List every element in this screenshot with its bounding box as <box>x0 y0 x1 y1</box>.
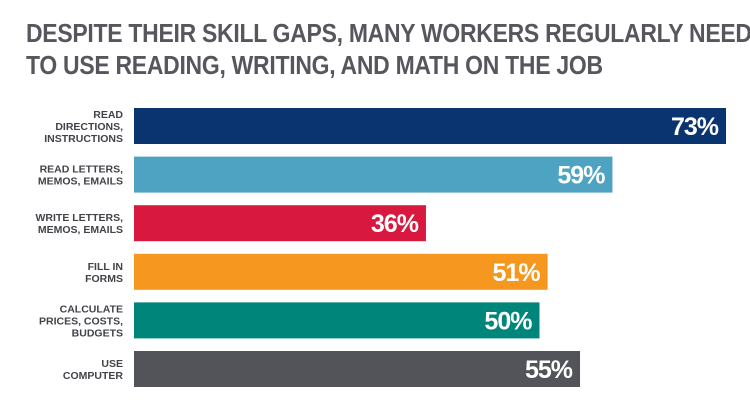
category-label-4-line-1: FILL IN <box>88 261 123 273</box>
category-label-3-line-2: MEMOS, EMAILS <box>38 224 123 236</box>
bar-group-4: 51% FILL IN FORMS <box>85 253 548 290</box>
bar-3 <box>134 205 426 242</box>
category-label-3: WRITE LETTERS, MEMOS, EMAILS <box>36 212 124 236</box>
category-label-2-line-1: READ LETTERS, <box>40 164 124 176</box>
category-label-5-line-2: PRICES, COSTS, <box>39 315 123 327</box>
category-label-4-line-2: FORMS <box>85 273 123 285</box>
category-label-1-line-2: DIRECTIONS, <box>55 121 123 133</box>
category-label-1: READ DIRECTIONS, INSTRUCTIONS <box>44 109 123 145</box>
category-label-1-line-1: READ <box>93 109 123 121</box>
category-label-6: USE COMPUTER <box>63 358 124 382</box>
category-label-6-line-2: COMPUTER <box>63 370 124 382</box>
value-label-6: 55% <box>525 356 573 384</box>
bar-2 <box>134 156 613 193</box>
category-label-3-line-1: WRITE LETTERS, <box>36 212 124 224</box>
bar-1 <box>134 108 726 144</box>
category-label-1-line-3: INSTRUCTIONS <box>44 133 123 145</box>
category-label-5: CALCULATE PRICES, COSTS, BUDGETS <box>39 303 123 339</box>
category-label-2-line-2: MEMOS, EMAILS <box>38 176 123 188</box>
bar-5 <box>134 302 540 339</box>
value-label-4: 51% <box>493 259 541 287</box>
bar-group-2: 59% READ LETTERS, MEMOS, EMAILS <box>38 156 613 193</box>
bar-group-6: 55% USE COMPUTER <box>63 351 581 387</box>
category-label-5-line-1: CALCULATE <box>60 303 123 315</box>
category-label-2: READ LETTERS, MEMOS, EMAILS <box>38 164 123 188</box>
value-label-5: 50% <box>484 307 532 335</box>
category-label-5-line-3: BUDGETS <box>72 327 123 339</box>
value-label-2: 59% <box>557 162 605 190</box>
bar-6 <box>134 351 581 387</box>
bar-4 <box>134 253 548 290</box>
chart-title-line-2: TO USE READING, WRITING, AND MATH ON THE… <box>26 52 603 80</box>
bar-group-5: 50% CALCULATE PRICES, COSTS, BUDGETS <box>39 302 540 339</box>
chart-title-line-1: DESPITE THEIR SKILL GAPS, MANY WORKERS R… <box>26 20 750 48</box>
bar-group-1: 73% READ DIRECTIONS, INSTRUCTIONS <box>44 108 726 145</box>
bar-group-3: 36% WRITE LETTERS, MEMOS, EMAILS <box>36 205 426 242</box>
value-label-1: 73% <box>671 113 719 141</box>
category-label-4: FILL IN FORMS <box>85 261 123 285</box>
value-label-3: 36% <box>371 210 419 238</box>
category-label-6-line-1: USE <box>101 358 123 370</box>
chart-title: DESPITE THEIR SKILL GAPS, MANY WORKERS R… <box>26 18 750 82</box>
